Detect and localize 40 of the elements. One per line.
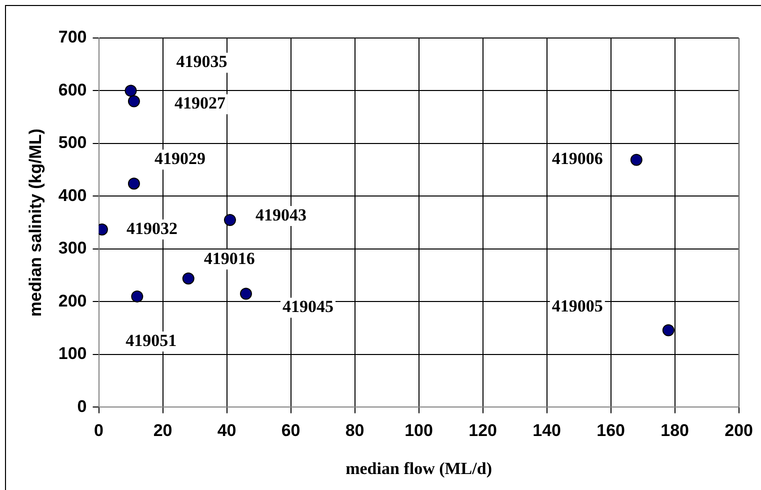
x-tick-label: 0 — [94, 421, 104, 440]
point — [224, 214, 236, 226]
y-tick-label: 100 — [58, 344, 87, 364]
y-tick-label: 300 — [58, 238, 87, 258]
x-tick-label: 160 — [596, 421, 625, 440]
x-tick-label: 100 — [404, 421, 433, 440]
x-tick-label: 60 — [281, 421, 300, 440]
point — [630, 154, 642, 166]
y-tick-label: 600 — [58, 80, 87, 100]
y-axis-title: median salinity (kg/ML) — [26, 128, 45, 317]
point — [662, 324, 674, 336]
x-tick-label: 20 — [153, 421, 172, 440]
annotation: 419032 — [126, 218, 178, 238]
point — [128, 178, 140, 190]
annotation: 419045 — [282, 297, 334, 316]
y-tick-label: 400 — [58, 186, 87, 205]
y-tick-label: 200 — [58, 291, 87, 310]
y-tick-label: 500 — [58, 133, 87, 152]
x-tick-label: 140 — [532, 421, 561, 440]
x-tick-label: 180 — [660, 421, 689, 440]
x-tick-label: 200 — [724, 421, 754, 440]
point — [131, 290, 144, 302]
x-axis-title: median flow (ML/d) — [346, 459, 492, 478]
annotation: 419035 — [176, 52, 228, 72]
x-tick-label: 120 — [468, 421, 497, 440]
annotation: 419043 — [255, 205, 306, 224]
annotation: 419027 — [174, 94, 226, 113]
point — [240, 288, 252, 300]
y-tick-label: 700 — [58, 28, 87, 47]
annotation: 419005 — [552, 296, 603, 316]
annotation: 419006 — [552, 149, 603, 168]
annotation: 419051 — [126, 330, 177, 350]
point — [182, 272, 194, 285]
point — [124, 84, 137, 97]
x-tick-label: 40 — [217, 421, 236, 440]
y-tick-label: 0 — [77, 396, 87, 416]
annotation: 419016 — [204, 248, 255, 268]
point — [128, 95, 140, 108]
x-tick-label: 80 — [345, 421, 364, 440]
annotation: 419029 — [154, 148, 206, 168]
